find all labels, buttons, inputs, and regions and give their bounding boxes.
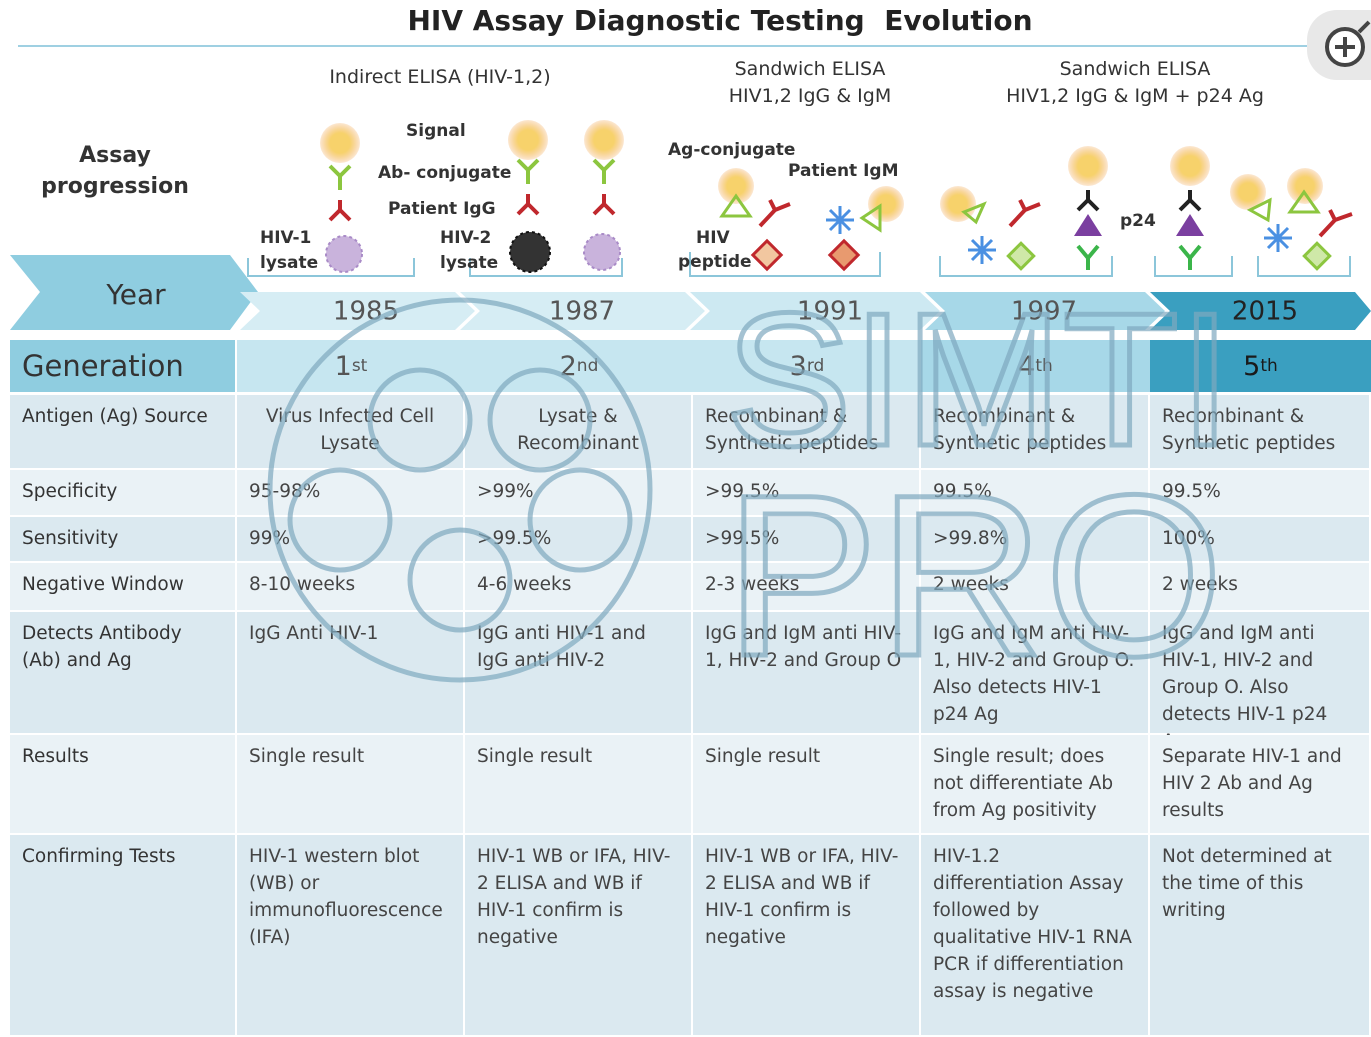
assay-name: Sandwich ELISA HIV1,2 IgG & IgM bbox=[660, 56, 960, 110]
table-cell: Single result bbox=[465, 735, 691, 833]
table-cell: HIV-1 WB or IFA, HIV-2 ELISA and WB if H… bbox=[465, 835, 691, 1035]
year-label: Year bbox=[105, 278, 166, 311]
diagram-label: Ab- conjugate bbox=[378, 163, 511, 183]
generation-number: 2 bbox=[559, 350, 577, 382]
table-cell: 100% bbox=[1150, 517, 1369, 561]
table-cell: >99.8% bbox=[921, 517, 1148, 561]
year: 2015 bbox=[1232, 297, 1298, 327]
table-cell: HIV-1 western blot (WB) or immunofluores… bbox=[237, 835, 463, 1035]
table-cell: IgG and IgM anti HIV-1, HIV-2 and Group … bbox=[693, 612, 919, 733]
table-cell: HIV-1 WB or IFA, HIV-2 ELISA and WB if H… bbox=[693, 835, 919, 1035]
row-label: Results bbox=[10, 735, 235, 833]
assay-name: Sandwich ELISA HIV1,2 IgG & IgM + p24 Ag bbox=[975, 56, 1295, 110]
table-cell: 2 weeks bbox=[1150, 563, 1369, 610]
diagram-label: lysate bbox=[260, 253, 318, 273]
table-cell: Not determined at the time of this writi… bbox=[1150, 835, 1369, 1035]
generation-suffix: rd bbox=[806, 356, 825, 376]
diagram-label: Patient IgM bbox=[788, 161, 899, 181]
table-cell: Recombinant & Synthetic peptides bbox=[693, 395, 919, 468]
title-rule bbox=[18, 45, 1318, 47]
diagram-label: Signal bbox=[406, 121, 466, 141]
assay-name: Sandwich ELISA bbox=[1059, 58, 1211, 80]
generation-suffix: st bbox=[351, 356, 368, 376]
timeline-arrow bbox=[1150, 292, 1371, 330]
generation-suffix: th bbox=[1260, 356, 1278, 376]
diagram-label: p24 bbox=[1120, 211, 1156, 231]
assay-name: Sandwich ELISA bbox=[734, 58, 886, 80]
diagram-label: HIV-1 bbox=[260, 228, 311, 248]
diagram: Signal Ab- conjugate Patient IgG HIV-1 l… bbox=[10, 120, 1371, 330]
diagram-label: peptide bbox=[678, 252, 752, 272]
table-cell: IgG Anti HIV-1 bbox=[237, 612, 463, 733]
row-label: Negative Window bbox=[10, 563, 235, 610]
title: HIV Assay Diagnostic Testing Evolution bbox=[407, 4, 1033, 37]
zoom-button[interactable] bbox=[1307, 10, 1371, 80]
table-cell: IgG anti HIV-1 and IgG anti HIV-2 bbox=[465, 612, 691, 733]
table-cell: IgG and IgM anti HIV-1, HIV-2 and Group … bbox=[921, 612, 1148, 733]
row-label: Specificity bbox=[10, 470, 235, 515]
table-cell: Single result bbox=[237, 735, 463, 833]
table-cell: >99% bbox=[465, 470, 691, 515]
year: 1997 bbox=[1011, 297, 1077, 327]
generation-suffix: nd bbox=[576, 356, 599, 376]
diagram-label: Patient IgG bbox=[388, 199, 496, 219]
table-cell: >99.5% bbox=[693, 470, 919, 515]
table-cell: Virus Infected Cell Lysate bbox=[237, 395, 463, 468]
table-cell: Single result; does not differentiate Ab… bbox=[921, 735, 1148, 833]
generation-suffix: th bbox=[1035, 356, 1053, 376]
zoom-icon bbox=[1325, 20, 1371, 67]
timeline-arrow bbox=[925, 292, 1165, 330]
table-cell: 99% bbox=[237, 517, 463, 561]
year: 1987 bbox=[549, 297, 615, 327]
generation-number: 4 bbox=[1018, 350, 1036, 382]
generation-number: 5 bbox=[1243, 350, 1261, 382]
table-cell: >99.5% bbox=[693, 517, 919, 561]
diagram-label: HIV bbox=[696, 228, 731, 248]
assay-detail: HIV1,2 IgG & IgM bbox=[728, 85, 892, 107]
year: 1991 bbox=[797, 297, 863, 327]
table-cell: >99.5% bbox=[465, 517, 691, 561]
table-cell: Separate HIV-1 and HIV 2 Ab and Ag resul… bbox=[1150, 735, 1369, 833]
table-cell: IgG and IgM anti HIV-1, HIV-2 and Group … bbox=[1150, 612, 1369, 752]
table-cell: 8-10 weeks bbox=[237, 563, 463, 610]
diagram-label: HIV-2 bbox=[440, 228, 491, 248]
table-cell: 4-6 weeks bbox=[465, 563, 691, 610]
diagram-label: Ag-conjugate bbox=[668, 140, 795, 160]
generation-label: Generation bbox=[10, 340, 235, 392]
timeline-arrow bbox=[690, 292, 940, 330]
year-arrow bbox=[10, 255, 258, 330]
assay-progression-label: Assay progression bbox=[41, 143, 189, 199]
table-cell: 2-3 weeks bbox=[693, 563, 919, 610]
row-label: Sensitivity bbox=[10, 517, 235, 561]
table-cell: Single result bbox=[693, 735, 919, 833]
table-cell: 99.5% bbox=[921, 470, 1148, 515]
diagram-art bbox=[247, 120, 1353, 277]
assay-detail: HIV1,2 IgG & IgM + p24 Ag bbox=[1006, 85, 1264, 107]
year: 1985 bbox=[333, 297, 399, 327]
diagram-label: lysate bbox=[440, 253, 498, 273]
table-cell: Recombinant & Synthetic peptides bbox=[1150, 395, 1369, 468]
table-cell: 99.5% bbox=[1150, 470, 1369, 515]
table-cell: Recombinant & Synthetic peptides bbox=[921, 395, 1148, 468]
table-cell: 2 weeks bbox=[921, 563, 1148, 610]
generation-number: 3 bbox=[789, 350, 807, 382]
row-label: Confirming Tests bbox=[10, 835, 235, 1035]
row-label: Antigen (Ag) Source bbox=[10, 395, 235, 468]
generation-number: 1 bbox=[334, 350, 352, 382]
table-cell: 95-98% bbox=[237, 470, 463, 515]
row-label: Detects Antibody (Ab) and Ag bbox=[10, 612, 235, 733]
table-cell: HIV-1.2 differentiation Assay followed b… bbox=[921, 835, 1148, 1035]
assay-name: Indirect ELISA (HIV-1,2) bbox=[329, 66, 551, 88]
table-cell: Lysate & Recombinant bbox=[465, 395, 691, 468]
